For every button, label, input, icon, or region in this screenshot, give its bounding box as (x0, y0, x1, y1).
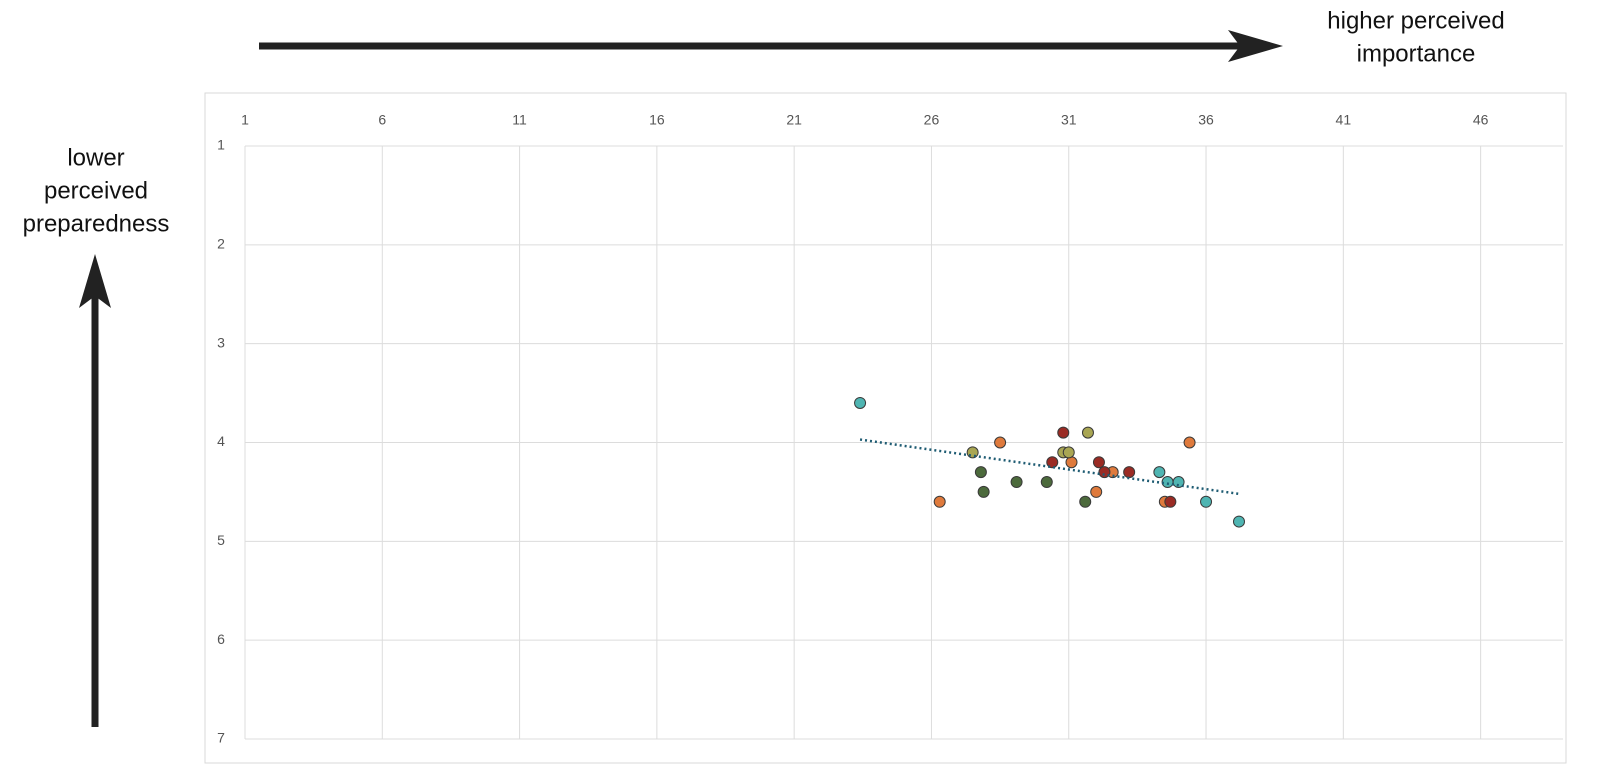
y-tick-label: 4 (217, 433, 225, 449)
point (1164, 495, 1177, 508)
point (854, 396, 867, 409)
point (1153, 466, 1166, 479)
point (974, 466, 987, 479)
x-tick-label: 46 (1473, 112, 1489, 128)
y-tick-label: 3 (217, 334, 225, 350)
x-tick-label: 6 (378, 112, 386, 128)
y-tick-label: 7 (217, 730, 225, 746)
x-annotation: higher perceived (1327, 7, 1504, 34)
y-arrow-head (79, 254, 111, 308)
x-tick-label: 16 (649, 112, 665, 128)
point (1183, 436, 1196, 449)
point (1123, 466, 1136, 479)
point (1079, 495, 1092, 508)
point (933, 495, 946, 508)
point (1057, 426, 1070, 439)
x-tick-label: 26 (924, 112, 940, 128)
x-tick-label: 31 (1061, 112, 1077, 128)
point (1040, 476, 1053, 489)
point (966, 446, 979, 459)
point (1081, 426, 1094, 439)
x-tick-label: 36 (1198, 112, 1214, 128)
point (1065, 456, 1078, 469)
point (1092, 456, 1105, 469)
y-tick-label: 6 (217, 631, 225, 647)
trendline (859, 438, 1240, 496)
point (1098, 466, 1111, 479)
x-tick-label: 11 (512, 112, 527, 128)
x-tick-label: 21 (786, 112, 802, 128)
x-arrow-head (1228, 30, 1283, 62)
chart-frame (204, 92, 1567, 764)
point (1010, 476, 1023, 489)
point (1172, 476, 1185, 489)
x-annotation: importance (1357, 40, 1476, 67)
point (1046, 456, 1059, 469)
point (1062, 446, 1075, 459)
x-tick-label: 41 (1336, 112, 1352, 128)
y-tick-label: 1 (217, 137, 225, 153)
point (1200, 495, 1213, 508)
y-annotation: preparedness (23, 210, 170, 237)
point (994, 436, 1007, 449)
y-annotation: perceived (44, 177, 148, 204)
y-tick-label: 5 (217, 532, 225, 548)
x-tick-label: 1 (241, 112, 249, 128)
y-tick-label: 2 (217, 236, 225, 252)
point (977, 485, 990, 498)
point (1090, 485, 1103, 498)
marks (854, 396, 1245, 528)
point (1232, 515, 1245, 528)
y-annotation: lower (67, 144, 124, 171)
